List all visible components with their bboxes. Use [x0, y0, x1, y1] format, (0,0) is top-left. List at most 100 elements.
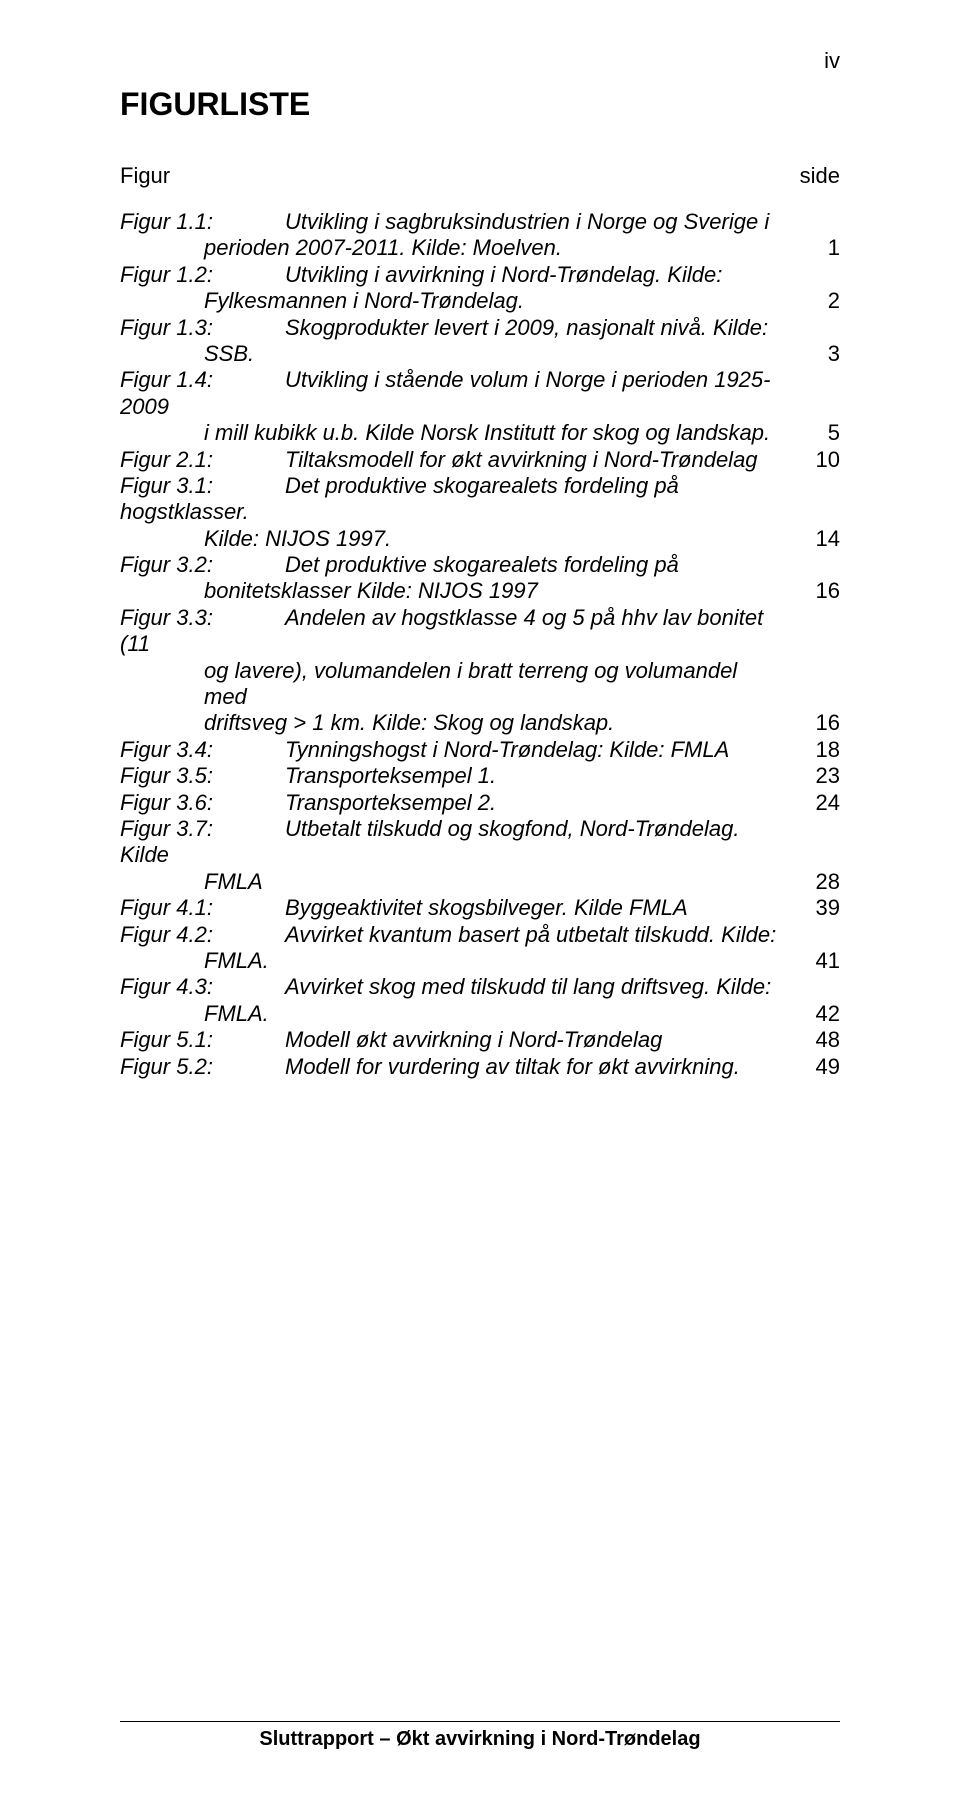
entry-page-number: 16: [780, 710, 840, 736]
entry-text: Figur 1.1:Utvikling i sagbruksindustrien…: [120, 209, 780, 262]
document-page: iv FIGURLISTE Figur side Figur 1.1:Utvik…: [0, 0, 960, 1811]
list-header: Figur side: [120, 163, 840, 189]
figure-entry: Figur 1.4:Utvikling i stående volum i No…: [120, 367, 840, 446]
figure-desc-cont: perioden 2007-2011. Kilde: Moelven.: [120, 235, 780, 261]
figure-desc-cont: og lavere), volumandelen i bratt terreng…: [120, 658, 780, 711]
entry-page-number: 10: [780, 447, 840, 473]
entry-page-number: 39: [780, 895, 840, 921]
entry-text: Figur 3.7:Utbetalt tilskudd og skogfond,…: [120, 816, 780, 895]
entry-text: Figur 3.4:Tynningshogst i Nord-Trøndelag…: [120, 737, 780, 763]
figure-label: Figur 3.4:: [120, 737, 285, 763]
entry-text: Figur 3.1:Det produktive skogarealets fo…: [120, 473, 780, 552]
figure-desc-cont: FMLA.: [120, 948, 780, 974]
figure-label: Figur 3.2:: [120, 552, 285, 578]
entry-page-number: 18: [780, 737, 840, 763]
figure-desc-cont: SSB.: [120, 341, 780, 367]
entry-page-number: 16: [780, 578, 840, 604]
entry-text: Figur 1.2:Utvikling i avvirkning i Nord-…: [120, 262, 780, 315]
entry-page-number: 48: [780, 1027, 840, 1053]
entry-text: Figur 4.3:Avvirket skog med tilskudd til…: [120, 974, 780, 1027]
figure-label: Figur 3.3:: [120, 605, 285, 631]
entry-page-number: 24: [780, 790, 840, 816]
figure-desc-first: Utvikling i sagbruksindustrien i Norge o…: [285, 209, 769, 234]
entry-text: Figur 1.4:Utvikling i stående volum i No…: [120, 367, 780, 446]
entry-text: Figur 1.3:Skogprodukter levert i 2009, n…: [120, 315, 780, 368]
figure-desc-cont: bonitetsklasser Kilde: NIJOS 1997: [120, 578, 780, 604]
figure-entry: Figur 5.2:Modell for vurdering av tiltak…: [120, 1054, 840, 1080]
figure-label: Figur 1.3:: [120, 315, 285, 341]
entry-page-number: 5: [780, 420, 840, 446]
figure-desc-first: Transporteksempel 2.: [285, 790, 496, 815]
entry-text: Figur 2.1:Tiltaksmodell for økt avvirkni…: [120, 447, 780, 473]
figure-desc-cont: Fylkesmannen i Nord-Trøndelag.: [120, 288, 780, 314]
figure-label: Figur 4.2:: [120, 922, 285, 948]
entry-page-number: 3: [780, 341, 840, 367]
entry-page-number: 2: [780, 288, 840, 314]
entry-text: Figur 3.3:Andelen av hogstklasse 4 og 5 …: [120, 605, 780, 737]
figure-desc-cont: i mill kubikk u.b. Kilde Norsk Institutt…: [120, 420, 780, 446]
figure-desc-first: Utvikling i avvirkning i Nord-Trøndelag.…: [285, 262, 722, 287]
header-right: side: [800, 163, 840, 189]
header-left: Figur: [120, 163, 170, 189]
entry-page-number: 28: [780, 869, 840, 895]
figure-desc-first: Modell for vurdering av tiltak for økt a…: [285, 1054, 740, 1079]
entry-text: Figur 4.1:Byggeaktivitet skogsbilveger. …: [120, 895, 780, 921]
figure-desc-first: Det produktive skogarealets fordeling på: [285, 552, 679, 577]
figure-desc-first: Tiltaksmodell for økt avvirkning i Nord-…: [285, 447, 758, 472]
figure-label: Figur 5.1:: [120, 1027, 285, 1053]
figure-desc-first: Skogprodukter levert i 2009, nasjonalt n…: [285, 315, 768, 340]
figure-entry: Figur 3.5:Transporteksempel 1.23: [120, 763, 840, 789]
entry-text: Figur 5.1:Modell økt avvirkning i Nord-T…: [120, 1027, 780, 1053]
figure-desc-first: Byggeaktivitet skogsbilveger. Kilde FMLA: [285, 895, 688, 920]
figure-entry: Figur 3.2:Det produktive skogarealets fo…: [120, 552, 840, 605]
figure-desc-cont: Kilde: NIJOS 1997.: [120, 526, 780, 552]
figure-desc-first: Modell økt avvirkning i Nord-Trøndelag: [285, 1027, 662, 1052]
entry-text: Figur 3.5:Transporteksempel 1.: [120, 763, 780, 789]
entry-text: Figur 4.2:Avvirket kvantum basert på utb…: [120, 922, 780, 975]
entry-page-number: 42: [780, 1001, 840, 1027]
figure-list: Figur 1.1:Utvikling i sagbruksindustrien…: [120, 209, 840, 1080]
figure-desc-cont: FMLA.: [120, 1001, 780, 1027]
figure-entry: Figur 4.2:Avvirket kvantum basert på utb…: [120, 922, 840, 975]
entry-page-number: 49: [780, 1054, 840, 1080]
entry-text: Figur 3.2:Det produktive skogarealets fo…: [120, 552, 780, 605]
figure-label: Figur 4.1:: [120, 895, 285, 921]
figure-label: Figur 1.2:: [120, 262, 285, 288]
figure-label: Figur 3.5:: [120, 763, 285, 789]
figure-label: Figur 3.6:: [120, 790, 285, 816]
figure-desc-cont: driftsveg > 1 km. Kilde: Skog og landska…: [120, 710, 780, 736]
entry-page-number: 41: [780, 948, 840, 974]
page-title: FIGURLISTE: [120, 86, 840, 123]
figure-entry: Figur 3.3:Andelen av hogstklasse 4 og 5 …: [120, 605, 840, 737]
figure-label: Figur 2.1:: [120, 447, 285, 473]
page-number: iv: [120, 48, 840, 74]
figure-entry: Figur 1.3:Skogprodukter levert i 2009, n…: [120, 315, 840, 368]
figure-entry: Figur 3.1:Det produktive skogarealets fo…: [120, 473, 840, 552]
figure-entry: Figur 4.3:Avvirket skog med tilskudd til…: [120, 974, 840, 1027]
figure-label: Figur 4.3:: [120, 974, 285, 1000]
figure-label: Figur 3.1:: [120, 473, 285, 499]
figure-entry: Figur 3.4:Tynningshogst i Nord-Trøndelag…: [120, 737, 840, 763]
figure-entry: Figur 3.6:Transporteksempel 2.24: [120, 790, 840, 816]
figure-entry: Figur 4.1:Byggeaktivitet skogsbilveger. …: [120, 895, 840, 921]
figure-desc-first: Transporteksempel 1.: [285, 763, 496, 788]
figure-label: Figur 1.1:: [120, 209, 285, 235]
figure-desc-first: Tynningshogst i Nord-Trøndelag: Kilde: F…: [285, 737, 729, 762]
figure-entry: Figur 1.2:Utvikling i avvirkning i Nord-…: [120, 262, 840, 315]
figure-entry: Figur 2.1:Tiltaksmodell for økt avvirkni…: [120, 447, 840, 473]
figure-desc-first: Avvirket skog med tilskudd til lang drif…: [285, 974, 771, 999]
figure-entry: Figur 1.1:Utvikling i sagbruksindustrien…: [120, 209, 840, 262]
figure-label: Figur 5.2:: [120, 1054, 285, 1080]
entry-page-number: 23: [780, 763, 840, 789]
figure-label: Figur 3.7:: [120, 816, 285, 842]
figure-desc-cont: FMLA: [120, 869, 780, 895]
figure-entry: Figur 3.7:Utbetalt tilskudd og skogfond,…: [120, 816, 840, 895]
figure-desc-first: Avvirket kvantum basert på utbetalt tils…: [285, 922, 776, 947]
figure-label: Figur 1.4:: [120, 367, 285, 393]
entry-text: Figur 5.2:Modell for vurdering av tiltak…: [120, 1054, 780, 1080]
figure-entry: Figur 5.1:Modell økt avvirkning i Nord-T…: [120, 1027, 840, 1053]
page-footer: Sluttrapport – Økt avvirkning i Nord-Trø…: [120, 1721, 840, 1751]
entry-text: Figur 3.6:Transporteksempel 2.: [120, 790, 780, 816]
entry-page-number: 14: [780, 526, 840, 552]
entry-page-number: 1: [780, 235, 840, 261]
